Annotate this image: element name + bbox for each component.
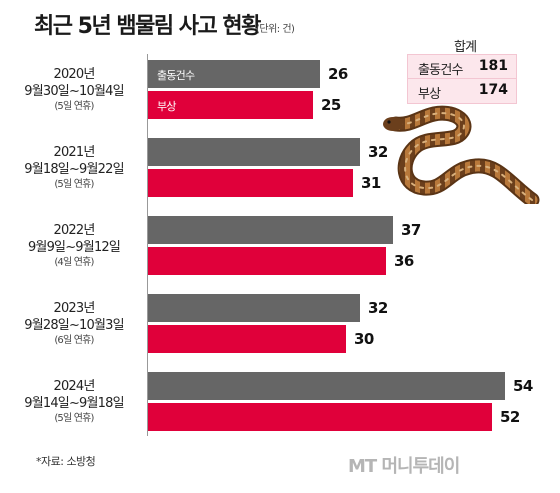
bar-dispatch [148, 138, 360, 166]
data-label: 36 [394, 252, 414, 270]
data-label: 25 [321, 96, 341, 114]
category-year: 2021년 [53, 145, 95, 160]
category-label: 2020년 9월30일~10월4일 (5일 연휴) [0, 66, 148, 114]
bar-dispatch [148, 372, 505, 400]
total-legend-box: 출동건수 181 부상 174 [407, 54, 517, 104]
snake-illustration [383, 105, 540, 204]
legend-divider [408, 78, 516, 79]
category-year: 2020년 [53, 67, 95, 82]
category-days: (5일 연휴) [54, 101, 94, 112]
data-label: 26 [328, 65, 348, 83]
category-period: 9월14일~9월18일 [24, 396, 124, 411]
category-axis-line [147, 54, 148, 436]
bar-injury [148, 325, 346, 353]
legend-label-dispatch: 출동건수 [418, 63, 463, 78]
data-label: 31 [361, 174, 381, 192]
category-label: 2023년 9월28일~10월3일 (6일 연휴) [0, 300, 148, 348]
bar-injury [148, 403, 492, 431]
source-note: *자료: 소방청 [36, 455, 96, 468]
category-label: 2024년 9월14일~9월18일 (5일 연휴) [0, 378, 148, 426]
data-label: 52 [500, 408, 520, 426]
bar-series-label: 출동건수 [157, 69, 195, 82]
category-label: 2022년 9월9일~9월12일 (4일 연휴) [0, 222, 148, 270]
category-period: 9월30일~10월4일 [24, 84, 124, 99]
bar-injury: 부상 [148, 91, 313, 119]
data-label: 30 [354, 330, 374, 348]
category-period: 9월28일~10월3일 [24, 318, 124, 333]
data-label: 32 [368, 299, 388, 317]
category-period: 9월18일~9월22일 [24, 162, 124, 177]
data-label: 32 [368, 143, 388, 161]
category-label: 2021년 9월18일~9월22일 (5일 연휴) [0, 144, 148, 192]
bar-injury [148, 247, 386, 275]
category-days: (5일 연휴) [54, 413, 94, 424]
total-legend-title: 합계 [454, 40, 477, 55]
legend-value-dispatch: 181 [478, 58, 508, 74]
chart-title: 최근 5년 뱀물림 사고 현황 [34, 14, 261, 39]
category-days: (6일 연휴) [54, 335, 94, 346]
unit-label: (단위: 건) [256, 24, 295, 35]
category-year: 2024년 [53, 379, 95, 394]
data-label: 37 [401, 221, 421, 239]
publisher-logo: MT 머니투데이 [348, 456, 460, 477]
category-days: (4일 연휴) [54, 257, 94, 268]
bar-dispatch [148, 216, 393, 244]
legend-label-injury: 부상 [418, 87, 441, 102]
bar-dispatch: 출동건수 [148, 60, 320, 88]
category-days: (5일 연휴) [54, 179, 94, 190]
category-year: 2022년 [53, 223, 95, 238]
bar-injury [148, 169, 353, 197]
data-label: 54 [513, 377, 533, 395]
legend-value-injury: 174 [478, 82, 508, 98]
bar-dispatch [148, 294, 360, 322]
category-year: 2023년 [53, 301, 95, 316]
category-period: 9월9일~9월12일 [27, 240, 121, 255]
bar-series-label: 부상 [157, 100, 176, 113]
